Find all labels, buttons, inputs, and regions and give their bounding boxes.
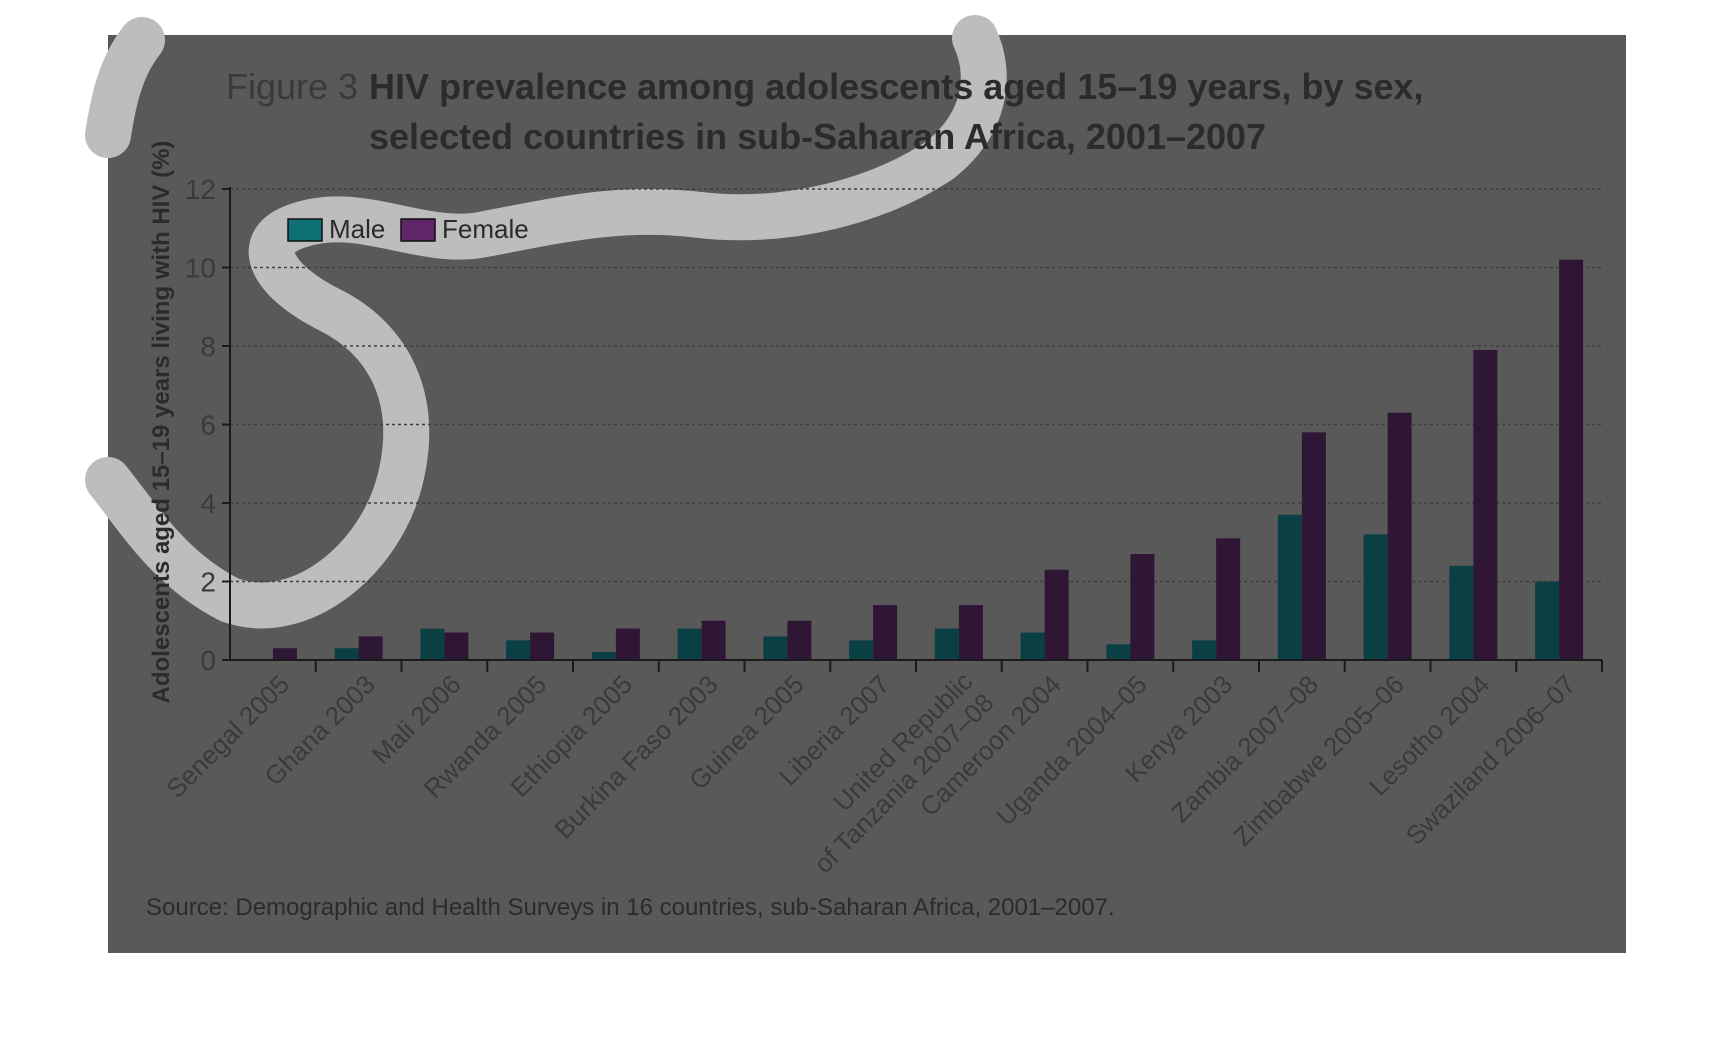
bar-male: [849, 640, 874, 660]
y-tick-label: 0: [200, 645, 216, 676]
bar-female: [615, 628, 640, 660]
bar-male: [677, 628, 702, 660]
bar-female: [1387, 412, 1412, 660]
bar-male: [763, 636, 788, 660]
bar-male: [1192, 640, 1217, 660]
source-note: Source: Demographic and Health Surveys i…: [146, 894, 1115, 921]
bar-male: [1449, 565, 1474, 660]
bar-female: [1301, 432, 1326, 660]
bar-male: [1277, 514, 1302, 660]
y-tick-label: 4: [200, 488, 216, 519]
bar-male: [420, 628, 445, 660]
bar-female: [701, 620, 726, 660]
bar-male: [506, 640, 531, 660]
bar-female: [1473, 349, 1498, 660]
bar-female: [530, 632, 555, 660]
legend: Male Female: [287, 214, 529, 244]
axes: [222, 187, 1602, 661]
bar-female: [787, 620, 812, 660]
legend-female-swatch: [400, 218, 436, 242]
bar-male: [934, 628, 959, 660]
bar-female: [1130, 554, 1155, 660]
y-tick-labels: 0 2 4 6 8 10 12: [185, 174, 216, 676]
bar-male: [334, 648, 359, 660]
y-tick-label: 12: [185, 174, 216, 205]
y-tick-label: 6: [200, 410, 216, 441]
bar-female: [873, 605, 898, 660]
bars: [272, 259, 1584, 660]
figure-title-line-1: HIV prevalence among adolescents aged 15…: [369, 66, 1424, 107]
bar-male: [1535, 581, 1560, 660]
bar-female: [1559, 259, 1584, 660]
y-tick-label: 8: [200, 331, 216, 362]
figure-number: Figure 3: [226, 66, 358, 107]
y-tick-label: 10: [185, 253, 216, 284]
bar-female: [1216, 538, 1241, 660]
figure-title-line-2: selected countries in sub-Saharan Africa…: [369, 116, 1266, 157]
bar-female: [958, 605, 983, 660]
bar-male: [591, 652, 616, 660]
bar-female: [272, 648, 297, 660]
legend-male-swatch: [287, 218, 323, 242]
legend-female-label: Female: [442, 214, 529, 244]
legend-male-label: Male: [329, 214, 385, 244]
gridlines: [222, 188, 1602, 661]
bar-female: [444, 632, 469, 660]
bar-male: [1106, 644, 1131, 660]
bar-female: [358, 636, 383, 660]
bar-male: [1363, 534, 1388, 660]
bar-male: [1020, 632, 1045, 660]
y-axis-title: Adolescents aged 15–19 years living with…: [148, 141, 175, 704]
y-tick-label: 2: [200, 567, 216, 598]
bar-female: [1044, 569, 1069, 660]
